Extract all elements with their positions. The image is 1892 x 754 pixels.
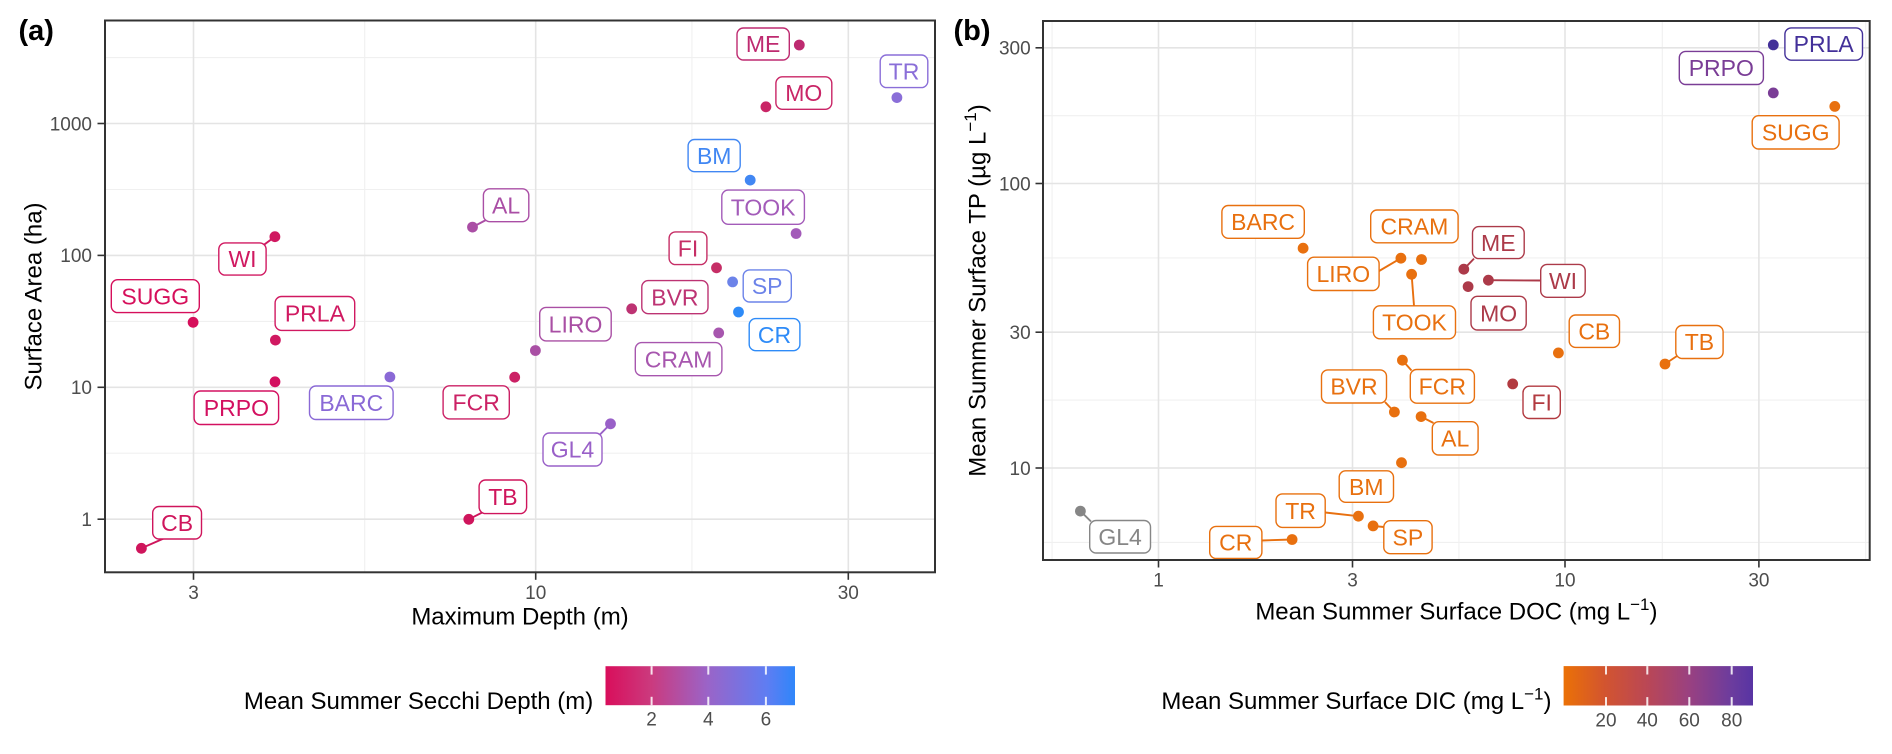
svg-text:30: 30 bbox=[1748, 571, 1769, 592]
svg-text:AL: AL bbox=[492, 192, 520, 218]
svg-text:3: 3 bbox=[1347, 571, 1358, 592]
svg-text:(a): (a) bbox=[19, 15, 54, 47]
svg-text:Mean Summer Secchi Depth (m): Mean Summer Secchi Depth (m) bbox=[244, 688, 593, 715]
svg-text:Mean Summer Surface DOC (mg L−: Mean Summer Surface DOC (mg L−1) bbox=[1255, 595, 1657, 626]
svg-text:Surface Area (ha): Surface Area (ha) bbox=[21, 202, 48, 390]
svg-text:CB: CB bbox=[1578, 318, 1610, 344]
svg-text:WI: WI bbox=[1549, 268, 1577, 294]
svg-text:FI: FI bbox=[678, 235, 698, 261]
svg-text:GL4: GL4 bbox=[1098, 524, 1142, 550]
svg-text:1000: 1000 bbox=[50, 114, 92, 135]
svg-text:TR: TR bbox=[889, 59, 920, 85]
svg-text:10: 10 bbox=[71, 378, 92, 399]
svg-text:SP: SP bbox=[1393, 524, 1424, 550]
svg-text:GL4: GL4 bbox=[551, 437, 595, 463]
svg-text:CR: CR bbox=[1219, 530, 1252, 556]
svg-text:SP: SP bbox=[752, 273, 783, 299]
svg-text:60: 60 bbox=[1679, 711, 1700, 732]
svg-text:BM: BM bbox=[1349, 474, 1384, 500]
svg-text:300: 300 bbox=[999, 39, 1031, 60]
svg-text:PRPO: PRPO bbox=[1689, 55, 1754, 81]
svg-text:BVR: BVR bbox=[651, 284, 698, 310]
svg-text:40: 40 bbox=[1637, 711, 1658, 732]
svg-text:CRAM: CRAM bbox=[645, 346, 713, 372]
svg-text:CR: CR bbox=[758, 322, 791, 348]
svg-text:AL: AL bbox=[1441, 426, 1469, 452]
svg-text:BVR: BVR bbox=[1330, 374, 1377, 400]
svg-text:10: 10 bbox=[525, 583, 546, 604]
svg-text:LIRO: LIRO bbox=[549, 311, 603, 337]
svg-text:80: 80 bbox=[1721, 711, 1742, 732]
svg-text:MO: MO bbox=[1480, 300, 1517, 326]
svg-text:(b): (b) bbox=[954, 15, 991, 47]
svg-text:TB: TB bbox=[1685, 329, 1714, 355]
svg-text:CRAM: CRAM bbox=[1381, 214, 1449, 240]
svg-text:TOOK: TOOK bbox=[1382, 310, 1447, 336]
svg-text:BM: BM bbox=[697, 143, 732, 169]
svg-text:FCR: FCR bbox=[1419, 374, 1466, 400]
svg-text:1: 1 bbox=[81, 510, 92, 531]
svg-text:ME: ME bbox=[746, 31, 781, 57]
svg-text:PRLA: PRLA bbox=[1794, 31, 1855, 57]
svg-text:30: 30 bbox=[1010, 323, 1031, 344]
svg-text:PRLA: PRLA bbox=[285, 301, 346, 327]
svg-text:2: 2 bbox=[646, 710, 657, 731]
svg-text:Maximum Depth (m): Maximum Depth (m) bbox=[411, 604, 628, 631]
svg-text:20: 20 bbox=[1595, 711, 1616, 732]
svg-text:FCR: FCR bbox=[453, 390, 500, 416]
svg-text:FI: FI bbox=[1531, 390, 1551, 416]
svg-text:100: 100 bbox=[999, 174, 1031, 195]
svg-text:ME: ME bbox=[1481, 230, 1516, 256]
svg-text:MO: MO bbox=[785, 80, 822, 106]
svg-text:SUGG: SUGG bbox=[121, 283, 189, 309]
svg-text:WI: WI bbox=[228, 246, 256, 272]
svg-text:BARC: BARC bbox=[1231, 209, 1295, 235]
svg-text:TR: TR bbox=[1285, 498, 1316, 524]
svg-text:4: 4 bbox=[703, 710, 714, 731]
svg-text:Mean Summer Surface TP (µg L−1: Mean Summer Surface TP (µg L−1) bbox=[961, 104, 992, 476]
svg-text:BARC: BARC bbox=[319, 390, 383, 416]
svg-text:1: 1 bbox=[1153, 571, 1164, 592]
svg-text:10: 10 bbox=[1554, 571, 1575, 592]
svg-text:10: 10 bbox=[1010, 459, 1031, 480]
svg-text:30: 30 bbox=[838, 583, 859, 604]
svg-text:CB: CB bbox=[161, 510, 193, 536]
svg-text:100: 100 bbox=[60, 246, 92, 267]
svg-text:TB: TB bbox=[488, 484, 517, 510]
svg-text:6: 6 bbox=[761, 710, 772, 731]
svg-text:LIRO: LIRO bbox=[1316, 261, 1370, 287]
svg-text:Mean Summer Surface DIC (mg L−: Mean Summer Surface DIC (mg L−1) bbox=[1161, 685, 1551, 716]
svg-text:TOOK: TOOK bbox=[731, 194, 796, 220]
svg-text:SUGG: SUGG bbox=[1762, 120, 1830, 146]
svg-text:PRPO: PRPO bbox=[204, 395, 269, 421]
svg-text:3: 3 bbox=[188, 583, 199, 604]
